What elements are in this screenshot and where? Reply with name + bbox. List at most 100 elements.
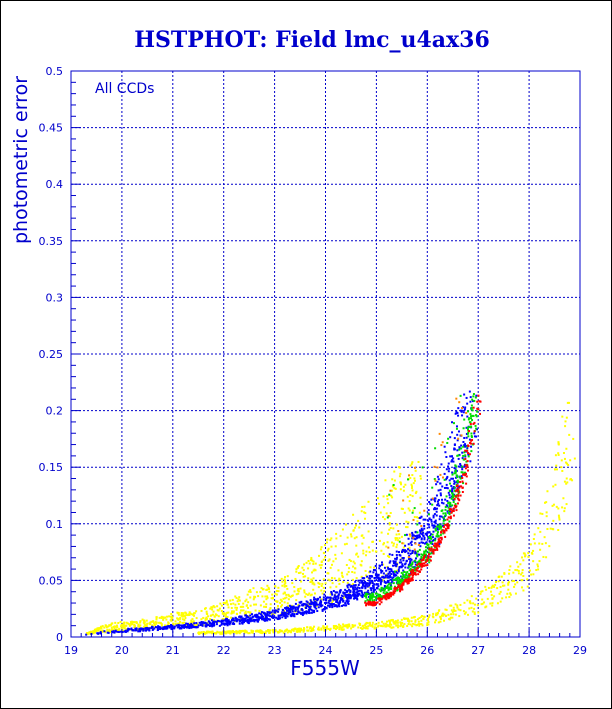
data-point: [266, 595, 269, 598]
data-point: [460, 471, 463, 474]
data-point: [447, 502, 450, 505]
data-point: [560, 466, 563, 469]
data-point: [424, 518, 427, 521]
data-point: [388, 567, 391, 570]
data-point: [396, 624, 399, 627]
data-point: [411, 474, 414, 477]
data-point: [395, 563, 398, 566]
data-point: [465, 426, 468, 429]
data-point: [537, 568, 540, 571]
data-point: [462, 473, 465, 476]
data-point: [311, 582, 314, 585]
data-point: [465, 396, 468, 399]
data-point: [461, 480, 464, 483]
data-point: [427, 509, 430, 512]
data-point: [433, 545, 436, 548]
data-point: [335, 537, 338, 540]
data-point: [368, 551, 371, 554]
data-point: [252, 587, 255, 590]
data-point: [555, 505, 558, 508]
data-point: [388, 619, 391, 622]
data-point: [391, 577, 394, 580]
data-point: [451, 473, 454, 476]
data-point: [86, 633, 89, 636]
data-point: [402, 499, 405, 502]
data-point: [410, 577, 413, 580]
data-point: [394, 564, 397, 567]
data-point: [407, 537, 410, 540]
data-point: [393, 560, 396, 563]
data-point: [261, 631, 264, 634]
data-point: [170, 612, 173, 615]
data-point: [408, 569, 411, 572]
data-point: [434, 522, 437, 525]
data-point: [400, 565, 403, 568]
data-point: [298, 604, 301, 607]
data-point: [274, 600, 277, 603]
data-point: [450, 477, 453, 480]
data-point: [557, 443, 560, 446]
data-point: [461, 476, 464, 479]
data-point: [309, 594, 312, 597]
data-point: [409, 572, 412, 575]
data-point: [245, 604, 248, 607]
data-point: [434, 447, 437, 450]
data-point: [420, 622, 423, 625]
data-point: [258, 616, 261, 619]
data-point: [344, 624, 347, 627]
data-point: [369, 595, 372, 598]
data-point: [292, 606, 295, 609]
data-point: [416, 564, 419, 567]
data-point: [431, 486, 434, 489]
data-point: [457, 465, 460, 468]
data-point: [410, 579, 413, 582]
data-point: [284, 606, 287, 609]
data-point: [266, 611, 269, 614]
data-point: [178, 622, 181, 625]
data-point: [371, 580, 374, 583]
data-point: [432, 612, 435, 615]
data-point: [302, 575, 305, 578]
y-tick-label: 0.25: [39, 348, 64, 361]
data-point: [436, 475, 439, 478]
data-point: [287, 606, 290, 609]
data-point: [424, 546, 427, 549]
data-point: [366, 582, 369, 585]
data-point: [444, 535, 447, 538]
data-point: [426, 624, 429, 627]
data-point: [420, 555, 423, 558]
data-point: [405, 560, 408, 563]
data-point: [371, 540, 374, 543]
data-point: [543, 536, 546, 539]
data-point: [475, 435, 478, 438]
data-point: [370, 589, 373, 592]
data-point: [443, 530, 446, 533]
data-point: [92, 630, 95, 633]
data-point: [406, 617, 409, 620]
data-point: [301, 614, 304, 617]
data-point: [367, 589, 370, 592]
data-point: [396, 581, 399, 584]
data-point: [423, 562, 426, 565]
data-point: [345, 604, 348, 607]
x-tick-label: 20: [115, 644, 129, 657]
data-point: [400, 561, 403, 564]
data-point: [551, 504, 554, 507]
data-point: [249, 612, 252, 615]
data-point: [493, 585, 496, 588]
data-point: [267, 586, 270, 589]
data-point: [555, 464, 558, 467]
data-point: [366, 598, 369, 601]
data-point: [450, 490, 453, 493]
data-point: [449, 436, 452, 439]
data-point: [412, 482, 415, 485]
data-point: [422, 531, 425, 534]
data-point: [261, 595, 264, 598]
data-point: [475, 415, 478, 418]
data-point: [293, 615, 296, 618]
data-point: [448, 496, 451, 499]
data-point: [105, 625, 108, 628]
x-tick-label: 28: [522, 644, 536, 657]
data-point: [411, 485, 414, 488]
data-point: [320, 589, 323, 592]
